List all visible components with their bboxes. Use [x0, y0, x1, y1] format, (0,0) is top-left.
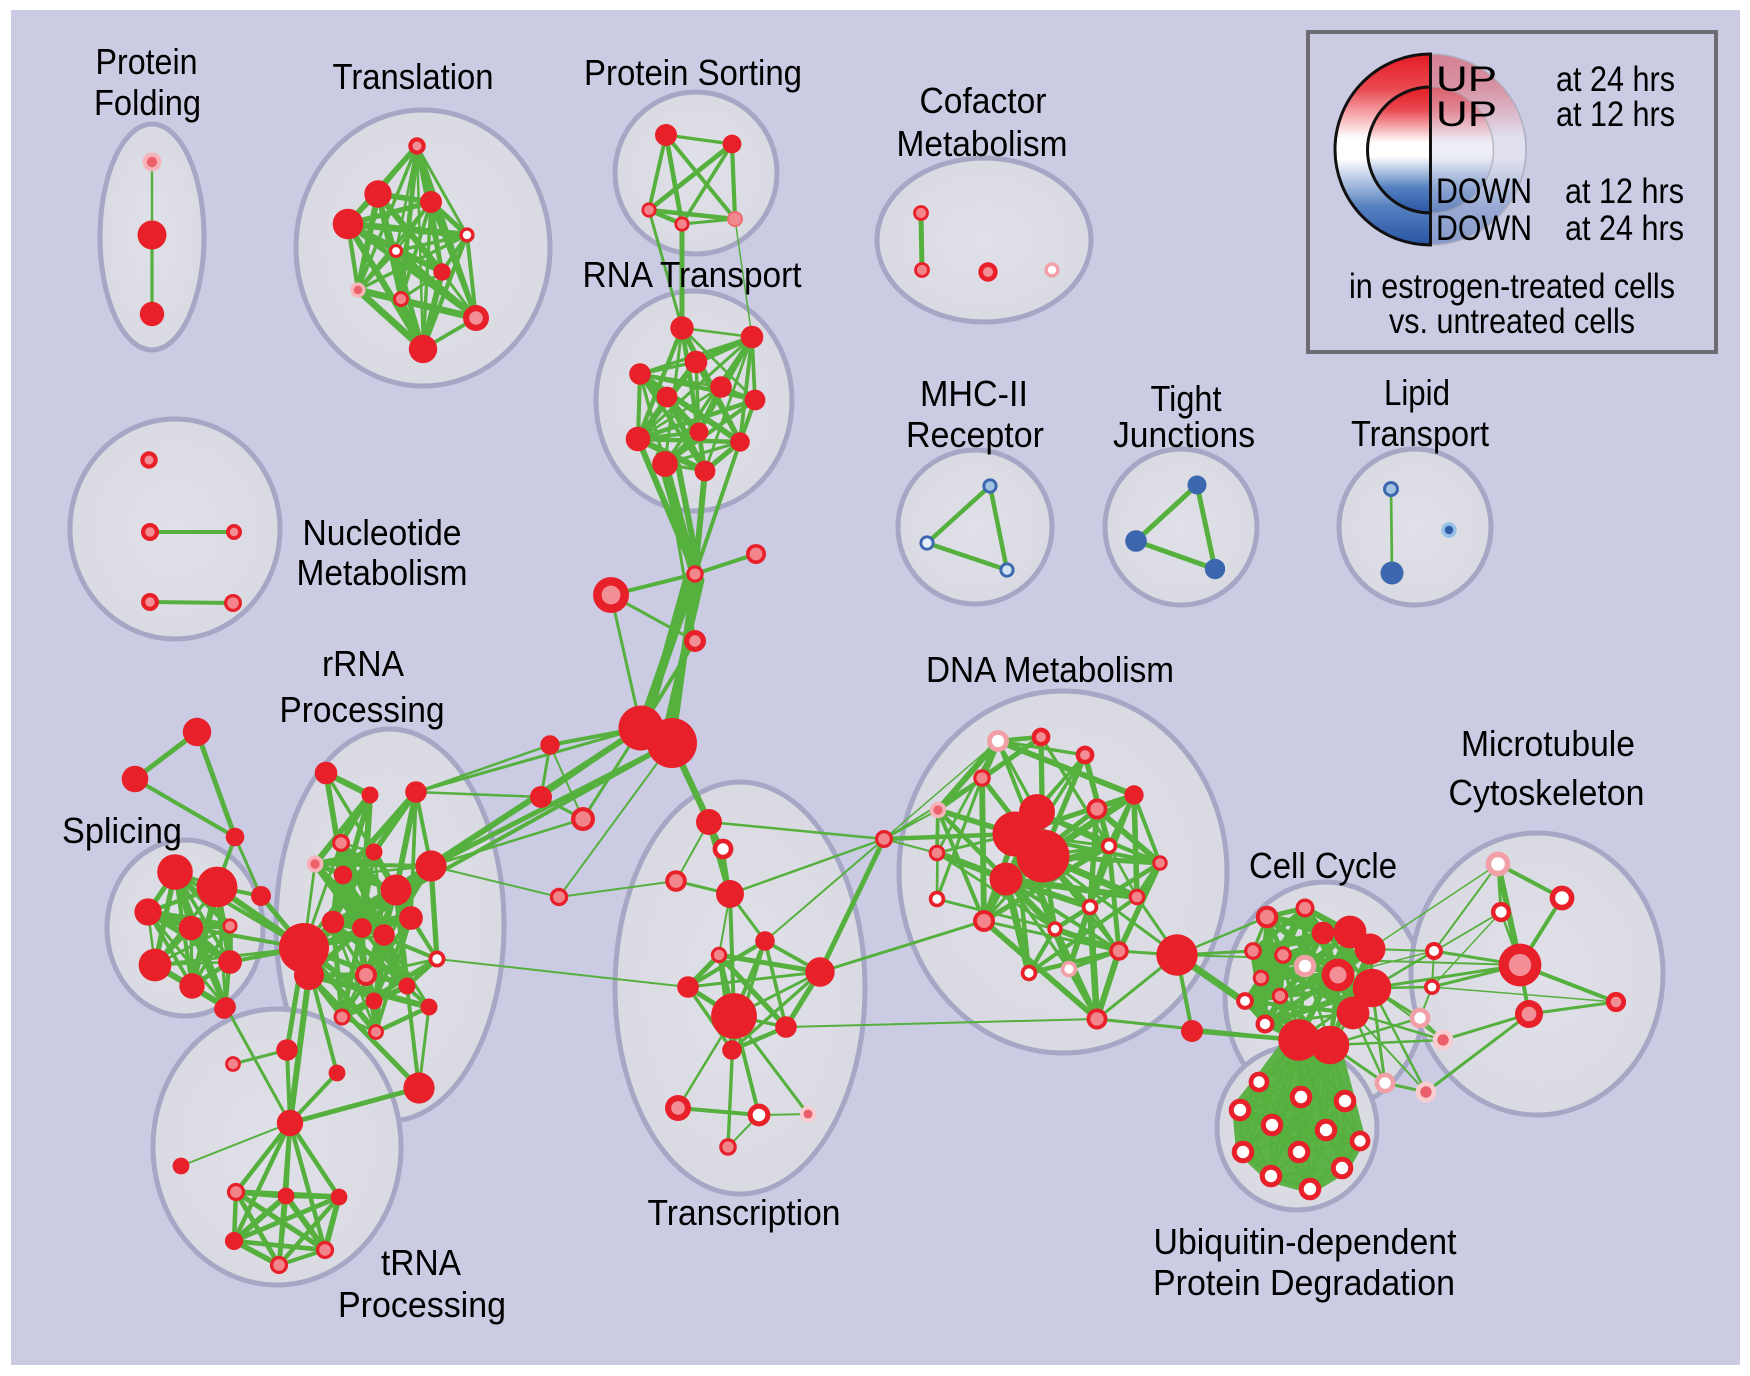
svg-text:rRNA: rRNA	[322, 643, 405, 684]
svg-text:DNA Metabolism: DNA Metabolism	[926, 649, 1174, 690]
svg-text:Metabolism: Metabolism	[297, 552, 468, 593]
svg-text:Receptor: Receptor	[906, 414, 1044, 455]
svg-text:Cell Cycle: Cell Cycle	[1249, 845, 1397, 886]
svg-text:Junctions: Junctions	[1113, 414, 1255, 455]
svg-text:DOWN: DOWN	[1436, 172, 1532, 211]
svg-text:at 24 hrs: at 24 hrs	[1556, 60, 1675, 99]
svg-text:MHC-II: MHC-II	[920, 373, 1028, 414]
svg-text:Protein: Protein	[96, 41, 198, 82]
svg-text:tRNA: tRNA	[381, 1242, 462, 1283]
svg-text:Transcription: Transcription	[648, 1192, 841, 1233]
svg-text:in estrogen-treated cells: in estrogen-treated cells	[1349, 267, 1675, 306]
svg-text:UP: UP	[1436, 60, 1497, 99]
svg-text:Lipid: Lipid	[1384, 372, 1450, 413]
svg-text:at 12 hrs: at 12 hrs	[1565, 172, 1684, 211]
svg-text:Transport: Transport	[1351, 413, 1489, 454]
svg-text:Protein Degradation: Protein Degradation	[1153, 1262, 1455, 1303]
svg-text:RNA Transport: RNA Transport	[583, 254, 802, 295]
svg-text:Cofactor: Cofactor	[920, 80, 1047, 121]
svg-text:UP: UP	[1436, 95, 1497, 134]
svg-text:Microtubule: Microtubule	[1461, 723, 1635, 764]
svg-text:Protein Sorting: Protein Sorting	[584, 52, 802, 93]
svg-text:DOWN: DOWN	[1436, 209, 1532, 248]
svg-text:Cytoskeleton: Cytoskeleton	[1449, 772, 1645, 813]
svg-text:Metabolism: Metabolism	[897, 123, 1068, 164]
svg-text:Translation: Translation	[333, 56, 494, 97]
svg-text:Splicing: Splicing	[62, 810, 182, 851]
svg-text:Processing: Processing	[338, 1284, 506, 1325]
svg-text:at 12 hrs: at 12 hrs	[1556, 95, 1675, 134]
svg-text:Ubiquitin-dependent: Ubiquitin-dependent	[1154, 1221, 1457, 1262]
svg-text:at 24 hrs: at 24 hrs	[1565, 209, 1684, 248]
svg-text:Tight: Tight	[1151, 378, 1222, 419]
svg-text:Folding: Folding	[94, 82, 201, 123]
svg-text:Processing: Processing	[280, 689, 445, 730]
svg-text:Nucleotide: Nucleotide	[303, 512, 462, 553]
svg-text:vs. untreated cells: vs. untreated cells	[1389, 302, 1635, 341]
